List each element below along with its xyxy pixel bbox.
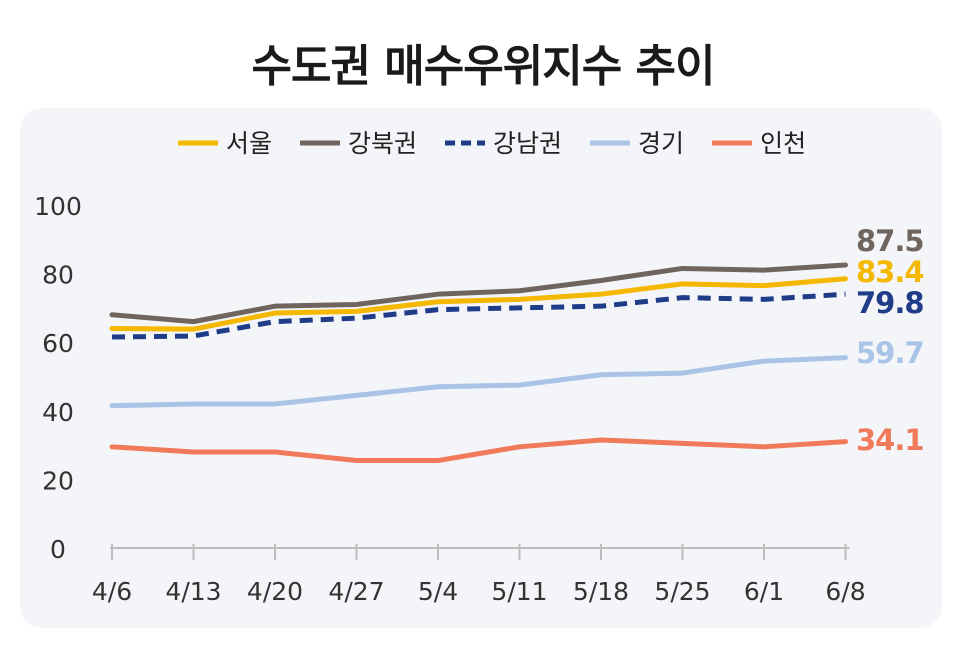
end-value-label-gyeonggi: 59.7 [856,336,924,370]
end-value-label-gangnam: 79.8 [856,286,924,320]
y-tick-label: 100 [34,192,82,221]
series-line-gangbuk [109,262,848,325]
x-tick-label: 4/6 [92,577,132,606]
legend-label-gangbuk: 강북권 [348,129,417,158]
x-tick-label: 5/18 [573,577,629,606]
y-tick-label: 20 [42,466,74,495]
x-tick-label: 5/4 [418,577,458,606]
x-tick-label: 6/1 [744,577,784,606]
end-value-label-seoul: 83.4 [856,255,924,289]
y-tick-label: 0 [50,535,66,564]
x-tick-label: 4/13 [165,577,221,606]
x-tick-label: 4/20 [247,577,303,606]
chart-title: 수도권 매수우위지수 추이 [251,41,716,92]
legend-label-seoul: 서울 [226,129,272,158]
series-line-seoul [109,276,848,332]
series-line-gangnam [111,291,846,340]
chart-card [20,108,942,628]
legend-label-gangnam: 강남권 [493,129,562,158]
series-line-incheon [109,437,848,464]
legend-label-incheon: 인천 [760,129,806,158]
end-value-label-incheon: 34.1 [856,423,924,457]
x-tick-label: 4/27 [328,577,384,606]
series-line-gyeonggi [109,355,848,409]
x-tick-label: 6/8 [825,577,865,606]
end-value-label-gangbuk: 87.5 [856,224,924,258]
legend-label-gyeonggi: 경기 [638,129,684,158]
y-tick-label: 40 [42,398,74,427]
y-tick-label: 60 [42,329,74,358]
x-tick-label: 5/25 [654,577,710,606]
y-tick-label: 80 [42,261,74,290]
x-tick-label: 5/11 [491,577,547,606]
